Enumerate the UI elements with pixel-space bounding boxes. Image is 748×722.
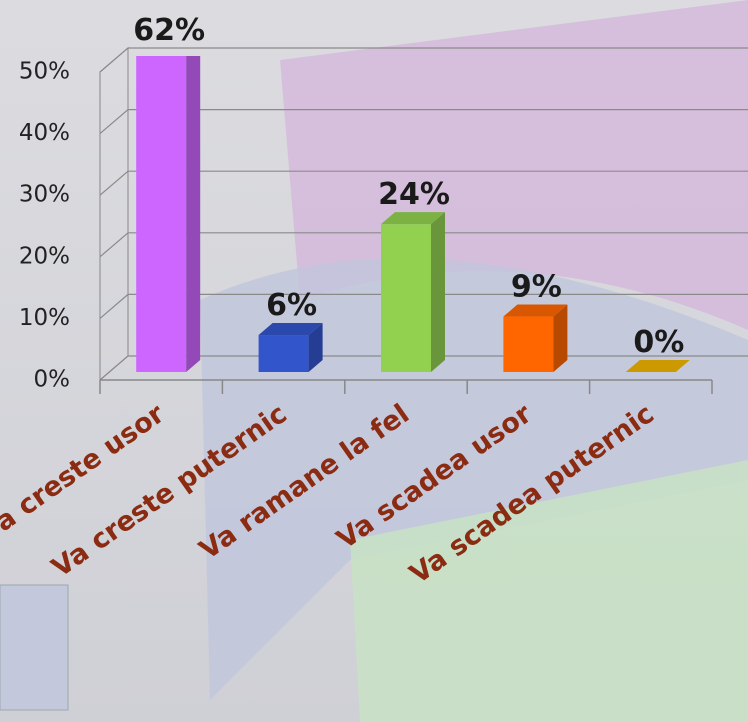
bar-side bbox=[553, 304, 568, 372]
bar bbox=[258, 335, 309, 372]
y-tick-label: 0% bbox=[34, 367, 71, 393]
bar-side bbox=[308, 323, 323, 372]
value-label: 24% bbox=[378, 177, 450, 212]
y-tick-label: 30% bbox=[19, 182, 70, 208]
bar-top bbox=[503, 304, 568, 317]
bg-box bbox=[0, 584, 69, 711]
bar bbox=[625, 360, 690, 372]
bars bbox=[136, 56, 690, 373]
bar-top bbox=[381, 212, 445, 225]
value-label: 6% bbox=[266, 288, 317, 323]
grid-line bbox=[99, 170, 748, 196]
bg-shape bbox=[200, 258, 748, 700]
y-tick-label: 10% bbox=[19, 305, 70, 331]
bar bbox=[381, 224, 431, 372]
value-label: 9% bbox=[511, 270, 562, 305]
value-label: 62% bbox=[133, 13, 205, 48]
grid-line bbox=[99, 47, 748, 73]
grid-line bbox=[99, 109, 748, 135]
y-tick-label: 20% bbox=[19, 243, 70, 269]
y-tick-label: 40% bbox=[19, 120, 70, 146]
value-label: 0% bbox=[633, 325, 684, 360]
bg-shape bbox=[350, 460, 748, 722]
y-tick-label: 50% bbox=[19, 59, 70, 85]
bar bbox=[136, 56, 187, 373]
bar-side bbox=[186, 56, 201, 372]
bar-side bbox=[431, 212, 445, 372]
bar bbox=[503, 316, 554, 372]
grid-line bbox=[99, 293, 748, 319]
grid-line bbox=[99, 232, 748, 258]
bar-top bbox=[258, 323, 323, 336]
